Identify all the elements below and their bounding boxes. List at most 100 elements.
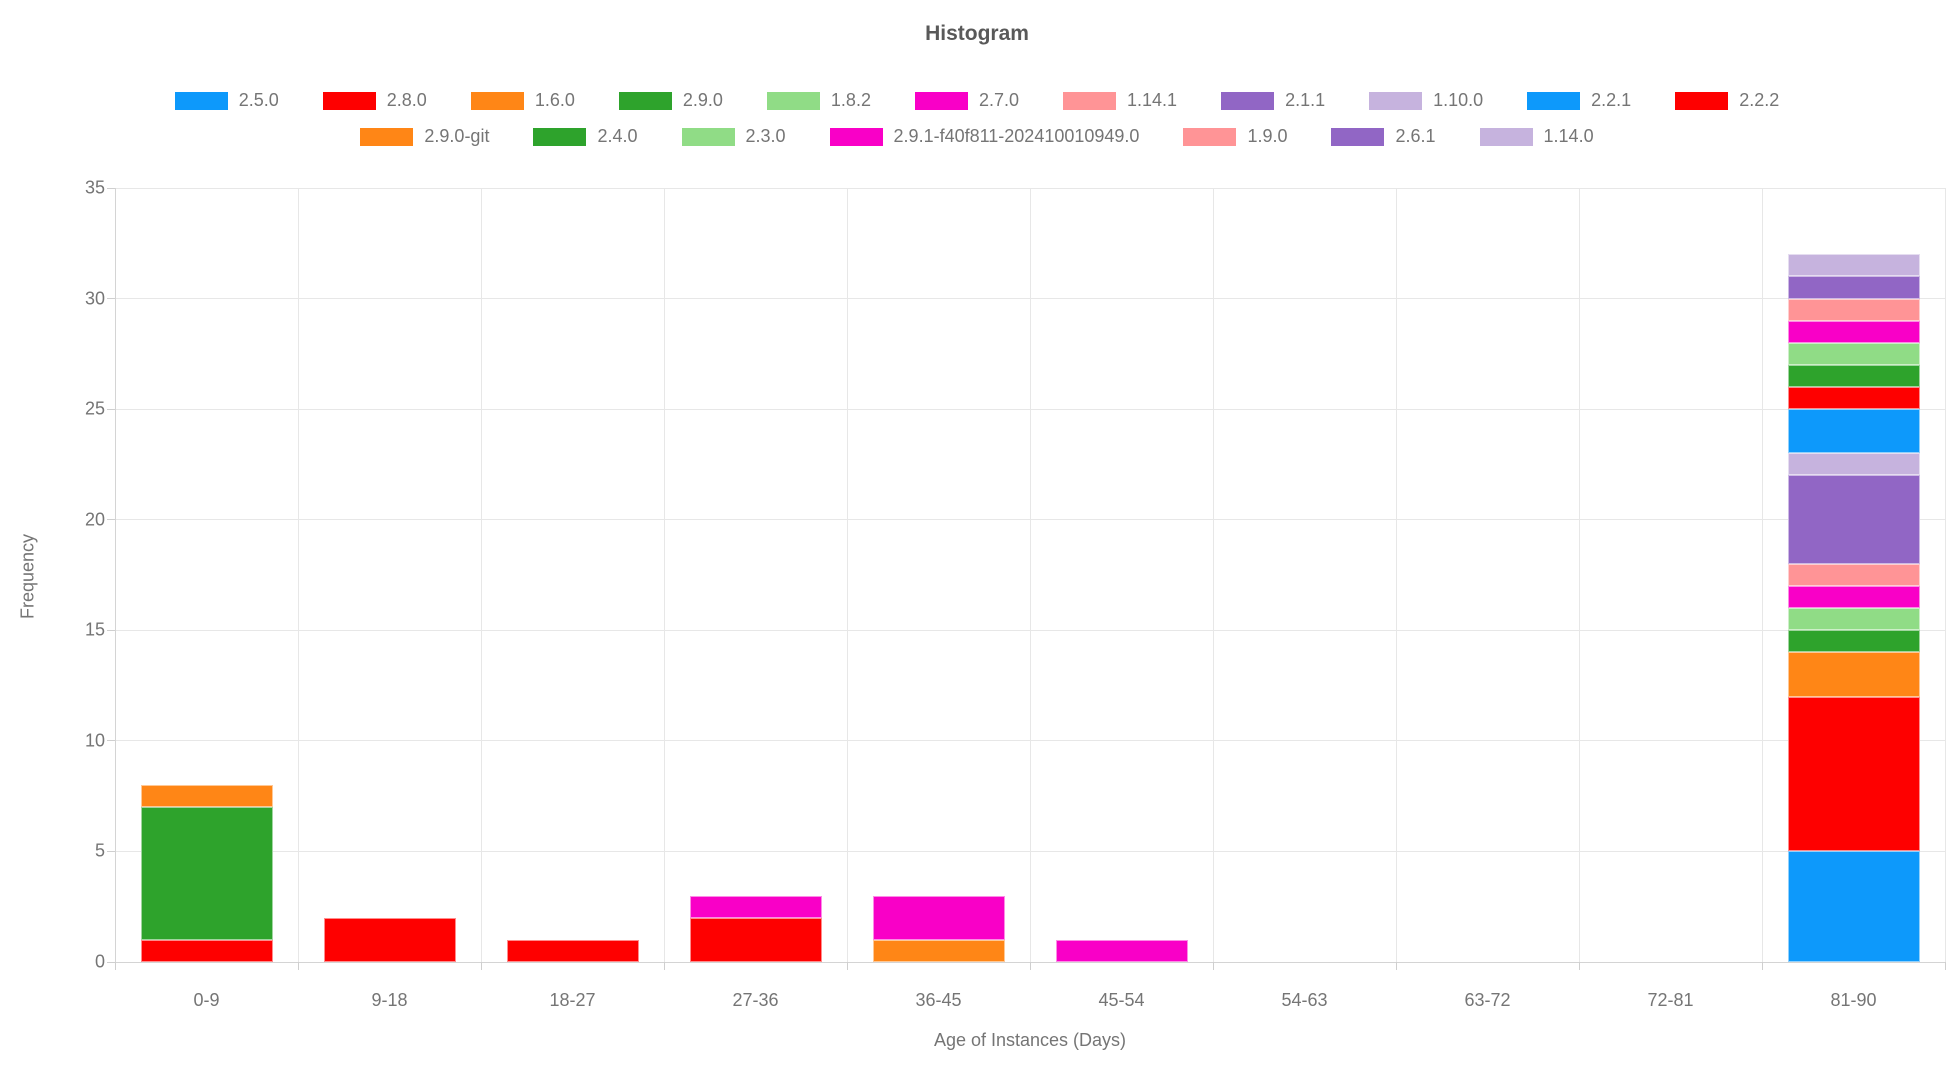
bar-segment [872, 895, 1005, 940]
bar-segment [1787, 342, 1920, 365]
legend-label: 1.9.0 [1247, 126, 1288, 146]
legend-swatch-icon [1183, 127, 1237, 146]
gridline [1029, 188, 1031, 962]
x-tick-label: 18-27 [549, 990, 596, 1010]
bar-segment [140, 939, 273, 962]
legend-item[interactable]: 1.14.1 [1063, 90, 1177, 111]
legend-item[interactable]: 2.8.0 [322, 90, 427, 111]
gridline [1212, 188, 1214, 962]
gridline [1761, 188, 1763, 962]
chart-title: Histogram [925, 22, 1029, 45]
x-axis-title: Age of Instances (Days) [933, 1030, 1127, 1050]
y-tick-mark [107, 187, 115, 189]
bar-segment [1787, 364, 1920, 388]
legend-item[interactable]: 1.14.0 [1479, 126, 1594, 147]
plot-area [114, 187, 1946, 963]
legend-item[interactable]: 2.3.0 [681, 126, 786, 147]
legend-swatch-icon [1479, 127, 1533, 146]
y-tick-mark [107, 298, 115, 300]
bar-segment [1787, 320, 1920, 343]
bar-segment [1787, 298, 1920, 321]
legend-label: 2.9.1-f40f811-202410010949.0 [893, 126, 1140, 146]
y-tick-mark [107, 519, 115, 521]
bar-segment [1787, 652, 1920, 697]
y-tick-label: 10 [84, 730, 105, 751]
y-axis-title: Frequency [17, 533, 38, 620]
bar-segment [1787, 387, 1920, 410]
legend-label: 2.9.0-git [424, 126, 490, 146]
legend-item[interactable]: 1.9.0 [1183, 126, 1287, 147]
bar-segment [872, 939, 1005, 962]
legend-item[interactable]: 1.8.2 [766, 90, 871, 111]
legend-label: 2.2.2 [1739, 90, 1780, 110]
x-tick-label: 36-45 [915, 990, 962, 1010]
y-tick-label: 5 [94, 840, 105, 861]
y-tick-label: 20 [84, 509, 105, 530]
legend-item[interactable]: 2.9.1-f40f811-202410010949.0 [829, 126, 1140, 147]
legend-label: 2.2.1 [1591, 90, 1632, 110]
legend-swatch-icon [914, 91, 968, 110]
bar-segment [1787, 586, 1920, 609]
legend-row: 2.9.0-git 2.4.0 2.3.0 2.9.1-f40f811-2024100… [360, 126, 1594, 147]
x-tick-mark [480, 962, 482, 970]
legend-item[interactable]: 1.6.0 [470, 90, 575, 111]
bar-segment [1787, 630, 1920, 653]
legend-item[interactable]: 2.9.0-git [360, 126, 489, 147]
bar-segment [506, 939, 639, 962]
bar-segment [1787, 276, 1920, 299]
legend-swatch-icon [1369, 91, 1423, 110]
bar-segment [1787, 453, 1920, 476]
bar-segment [689, 917, 822, 962]
legend-swatch-icon [533, 127, 587, 146]
x-tick-mark [1944, 962, 1946, 970]
x-tick-label: 0-9 [193, 990, 220, 1010]
x-tick-mark [663, 962, 665, 970]
legend-swatch-icon [1221, 91, 1275, 110]
x-tick-label: 63-72 [1464, 990, 1511, 1010]
x-tick-label: 81-90 [1830, 990, 1877, 1010]
legend-item[interactable]: 2.9.0 [618, 90, 723, 111]
gridline [1395, 188, 1397, 962]
bar-segment [1787, 254, 1920, 277]
legend-label: 2.7.0 [978, 90, 1020, 110]
bar-segment [1787, 696, 1920, 852]
bar-segment [140, 785, 273, 808]
gridline [663, 188, 665, 962]
legend-swatch-icon [322, 91, 376, 110]
legend-item[interactable]: 2.1.1 [1221, 90, 1325, 111]
bar-segment [323, 917, 456, 962]
x-tick-mark [1212, 962, 1214, 970]
y-tick-label: 25 [84, 398, 105, 419]
gridline [480, 188, 482, 962]
legend-label: 2.3.0 [745, 126, 786, 146]
legend-item[interactable]: 1.10.0 [1369, 90, 1483, 111]
legend-swatch-icon [829, 127, 883, 146]
legend: 2.5.0 2.8.0 1.6.0 2.9.0 1.8.2 2.7.0 1.14.1 2.1.… [0, 90, 1954, 147]
legend-item[interactable]: 2.2.2 [1675, 90, 1779, 111]
x-tick-mark [297, 962, 299, 970]
y-tick-mark [107, 408, 115, 410]
bar-segment [140, 807, 273, 940]
x-tick-label: 72-81 [1647, 990, 1694, 1010]
x-tick-mark [1761, 962, 1763, 970]
legend-label: 2.4.0 [597, 126, 638, 146]
gridline [846, 188, 848, 962]
x-tick-mark [1578, 962, 1580, 970]
y-axis-line [114, 188, 116, 962]
legend-swatch-icon [1527, 91, 1581, 110]
legend-swatch-icon [766, 91, 820, 110]
legend-swatch-icon [1331, 127, 1385, 146]
legend-item[interactable]: 2.5.0 [174, 90, 279, 111]
legend-label: 1.6.0 [534, 90, 575, 110]
bar-segment [1787, 851, 1920, 962]
legend-swatch-icon [470, 91, 524, 110]
legend-label: 1.14.0 [1543, 126, 1594, 146]
legend-item[interactable]: 2.6.1 [1331, 126, 1436, 147]
bar-segment [1787, 608, 1920, 631]
x-tick-mark [846, 962, 848, 970]
legend-item[interactable]: 2.2.1 [1527, 90, 1631, 111]
x-tick-mark [114, 962, 116, 970]
legend-item[interactable]: 2.4.0 [533, 126, 638, 147]
legend-item[interactable]: 2.7.0 [914, 90, 1020, 111]
y-tick-label: 35 [84, 177, 105, 198]
